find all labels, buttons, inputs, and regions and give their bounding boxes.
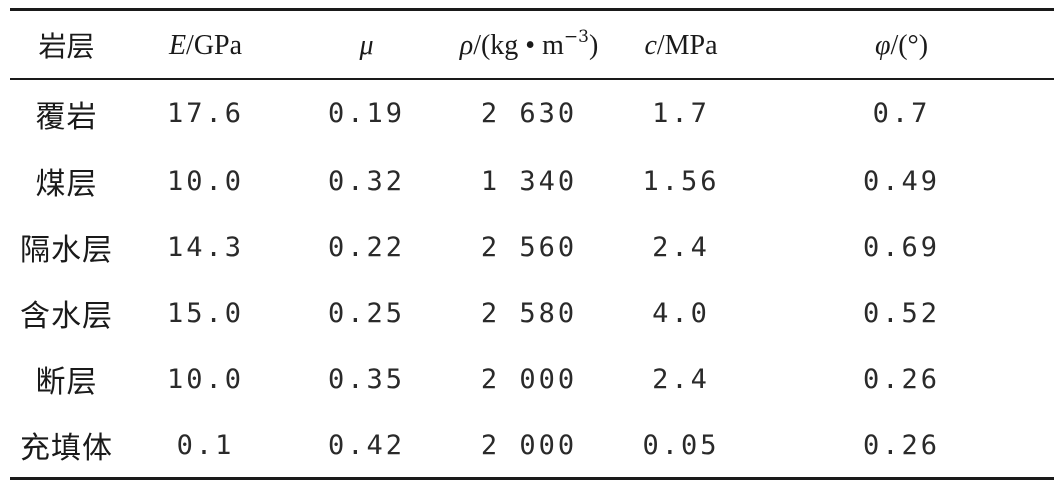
cell-density: 2 630 (480, 98, 578, 129)
cell-friction-angle: 0.7 (872, 98, 931, 129)
cell-density: 2 000 (480, 429, 578, 461)
cell-density: 2 580 (480, 297, 578, 329)
cell-elastic-modulus: 17.6 (166, 98, 245, 129)
header-mu-symbol: μ (359, 30, 374, 61)
table-bottom-rule (10, 477, 1054, 480)
rock-parameters-table: 岩层 E/GPa μ ρ/(kg • m−3) c/MPa φ/(°) 覆岩 1… (10, 11, 1054, 478)
cell-layer: 覆岩 (35, 99, 98, 135)
header-friction-angle: φ/(°) (749, 11, 1054, 79)
cell-elastic-modulus: 10.0 (166, 363, 245, 395)
cell-poisson-ratio: 0.32 (327, 165, 406, 197)
header-rho-symbol: ρ (459, 30, 474, 61)
table-row: 断层 10.0 0.35 2 000 2.4 0.26 (10, 346, 1054, 412)
cell-poisson-ratio: 0.35 (327, 363, 406, 395)
header-poisson-ratio: μ (288, 11, 445, 79)
table-row: 隔水层 14.3 0.22 2 560 2.4 0.69 (10, 214, 1054, 280)
cell-elastic-modulus: 10.0 (166, 165, 245, 197)
header-e-unit: /GPa (186, 30, 243, 61)
cell-density: 2 560 (480, 231, 578, 263)
header-e-symbol: E (168, 30, 187, 61)
table-row: 充填体 0.1 0.42 2 000 0.05 0.26 (10, 412, 1054, 478)
header-c-unit: /MPa (656, 30, 718, 61)
cell-cohesion: 2.4 (652, 363, 710, 395)
cell-poisson-ratio: 0.42 (327, 429, 406, 461)
header-layer: 岩层 (10, 11, 123, 79)
cell-elastic-modulus: 14.3 (166, 231, 245, 263)
cell-layer: 煤层 (35, 167, 98, 202)
cell-density: 2 000 (480, 363, 578, 395)
cell-cohesion: 1.56 (642, 165, 720, 197)
cell-poisson-ratio: 0.19 (327, 98, 406, 129)
cell-poisson-ratio: 0.25 (327, 297, 406, 329)
table-row: 覆岩 17.6 0.19 2 630 1.7 0.7 (10, 79, 1054, 148)
table-row: 煤层 10.0 0.32 1 340 1.56 0.49 (10, 148, 1054, 214)
cell-cohesion: 4.0 (652, 297, 710, 329)
cell-elastic-modulus: 15.0 (166, 297, 245, 329)
header-layer-label: 岩层 (38, 30, 95, 63)
table-header-row: 岩层 E/GPa μ ρ/(kg • m−3) c/MPa φ/(°) (10, 11, 1054, 79)
header-c-symbol: c (644, 30, 657, 61)
table-row: 含水层 15.0 0.25 2 580 4.0 0.52 (10, 280, 1054, 346)
table-header-rule (10, 78, 1054, 80)
cell-layer: 含水层 (20, 299, 113, 334)
header-rho-unit-prefix: /(kg • m (473, 30, 564, 61)
cell-cohesion: 0.05 (642, 429, 720, 461)
cell-friction-angle: 0.52 (862, 297, 941, 329)
cell-density: 1 340 (480, 165, 578, 197)
table-top-rule (10, 8, 1054, 11)
cell-elastic-modulus: 0.1 (176, 429, 235, 461)
cell-cohesion: 2.4 (652, 231, 710, 263)
header-density: ρ/(kg • m−3) (445, 11, 613, 79)
cell-cohesion: 1.7 (652, 98, 710, 129)
cell-friction-angle: 0.26 (862, 363, 941, 395)
header-rho-unit-suffix: ) (588, 30, 599, 61)
header-cohesion: c/MPa (613, 11, 749, 79)
header-phi-symbol: φ (874, 30, 891, 61)
header-phi-unit: /(°) (890, 30, 929, 61)
cell-layer: 充填体 (20, 431, 113, 466)
cell-layer: 隔水层 (20, 233, 113, 268)
cell-friction-angle: 0.26 (862, 429, 941, 461)
cell-poisson-ratio: 0.22 (327, 231, 406, 263)
cell-layer: 断层 (35, 365, 98, 400)
cell-friction-angle: 0.69 (862, 231, 941, 263)
cell-friction-angle: 0.49 (862, 165, 941, 197)
header-rho-unit-exponent: −3 (563, 27, 589, 47)
header-elastic-modulus: E/GPa (123, 11, 288, 79)
